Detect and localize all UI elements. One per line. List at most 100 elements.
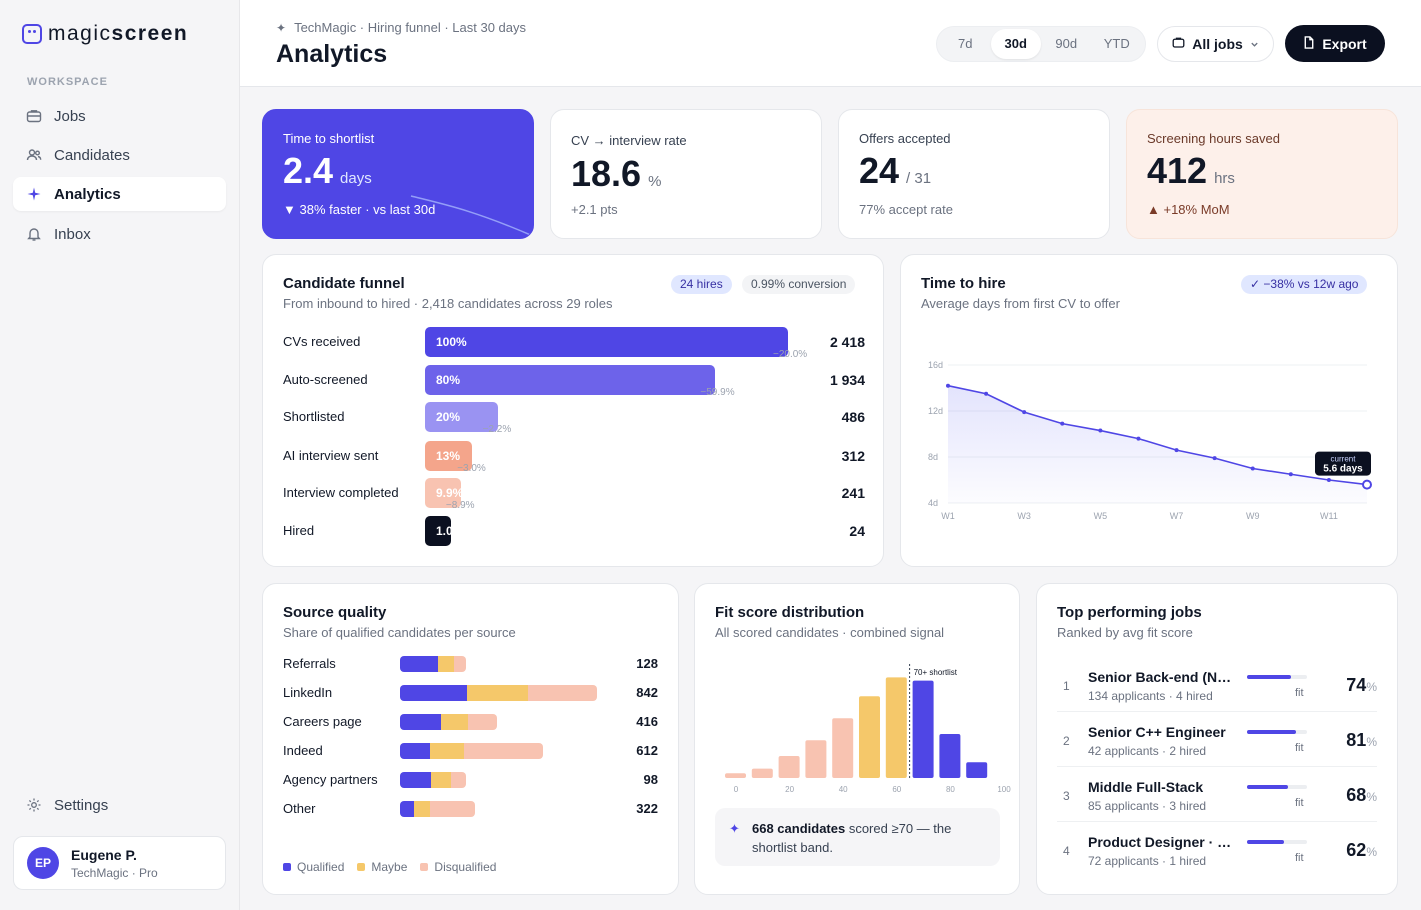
data-point — [1136, 436, 1141, 441]
trend-badge: ✓ −38% vs 12w ago — [1241, 275, 1368, 294]
qualified-segment — [400, 685, 467, 701]
x-tick-label: W9 — [1246, 511, 1260, 521]
funnel-row: Shortlisted 20% 486 −2.2% — [283, 402, 865, 435]
tooltip-value: 5.6 days — [1323, 464, 1363, 475]
range-30d[interactable]: 30d — [990, 29, 1041, 59]
job-row[interactable]: 3 Middle Full-Stack 85 applicants · 3 hire… — [1057, 767, 1377, 822]
qualified-segment — [400, 772, 431, 788]
job-meta: 134 applicants · 4 hired — [1088, 689, 1213, 703]
source-stacked-bar — [400, 801, 475, 817]
job-title: Senior C++ Engineer — [1088, 724, 1226, 740]
tooltip-bg — [1315, 451, 1371, 476]
kpi-label: Time to shortlist — [283, 131, 375, 146]
job-row[interactable]: 2 Senior C++ Engineer 42 applicants · 2 hi… — [1057, 712, 1377, 767]
x-tick-label: W1 — [941, 511, 955, 521]
card-title: Time to hire — [921, 275, 1006, 292]
card-subtitle: Average days from first CV to offer — [921, 296, 1120, 311]
funnel-bar: 20% — [425, 402, 498, 432]
maybe-segment — [438, 656, 454, 672]
date-range-selector: 7d 30d 90d YTD — [936, 26, 1146, 62]
x-tick-label: W3 — [1017, 511, 1030, 521]
time-to-hire-card: Time to hire Average days from first CV … — [900, 254, 1398, 567]
data-point — [1288, 472, 1293, 477]
user-profile-card[interactable]: EP Eugene P. TechMagic · Pro — [13, 836, 226, 890]
kpi-value: 24/ 31 — [859, 150, 932, 191]
job-score: 68% — [1346, 785, 1377, 805]
histogram-bar — [966, 762, 988, 778]
breadcrumb: ✦ TechMagic · Hiring funnel · Last 30 da… — [276, 20, 526, 35]
x-tick-label: 40 — [839, 785, 848, 794]
top-header: ✦ TechMagic · Hiring funnel · Last 30 da… — [240, 0, 1421, 87]
x-tick-label: 100 — [997, 785, 1011, 794]
disqualified-segment — [468, 714, 497, 730]
x-tick-label: W7 — [1170, 511, 1184, 521]
funnel-row: Auto-screened 80% 1 934 −59.9% — [283, 365, 865, 398]
hires-badge: 24 hires — [671, 275, 732, 294]
sidebar-item-analytics[interactable]: Analytics — [13, 177, 226, 211]
data-point — [1212, 456, 1217, 461]
job-row[interactable]: 1 Senior Back-end (No… 134 applicants · 4 … — [1057, 657, 1377, 712]
histogram-bar — [939, 734, 961, 778]
source-count: 842 — [636, 685, 658, 700]
source-stacked-bar — [400, 685, 597, 701]
brand-logo[interactable]: magicscreen — [22, 22, 188, 46]
job-score: 74% — [1346, 675, 1377, 695]
source-legend: Qualified Maybe Disqualified — [283, 860, 496, 874]
histogram-bar — [805, 740, 827, 778]
funnel-stage-label: Auto-screened — [283, 372, 368, 387]
job-rank: 3 — [1063, 789, 1070, 803]
card-title: Fit score distribution — [715, 604, 865, 621]
funnel-value: 312 — [841, 448, 865, 464]
candidate-funnel-card: Candidate funnel From inbound to hired ·… — [262, 254, 884, 567]
jobs-filter-label: All jobs — [1192, 36, 1243, 52]
qualified-segment — [400, 656, 438, 672]
funnel-stage-label: CVs received — [283, 334, 361, 349]
sidebar-item-settings[interactable]: Settings — [13, 788, 226, 822]
histogram-bar — [912, 680, 934, 778]
threshold-label: 70+ shortlist — [914, 668, 958, 677]
kpi-delta: 77% accept rate — [859, 202, 953, 217]
source-label: Careers page — [283, 714, 362, 729]
maybe-segment — [414, 801, 430, 817]
fit-bar — [1247, 730, 1307, 734]
source-stacked-bar — [400, 743, 543, 759]
funnel-drop-label: −20.0% — [773, 349, 808, 360]
range-90d[interactable]: 90d — [1055, 36, 1078, 51]
qualified-segment — [400, 743, 430, 759]
data-point — [1250, 466, 1255, 471]
source-stacked-bar — [400, 656, 466, 672]
data-point — [1362, 479, 1372, 490]
funnel-value: 486 — [841, 409, 865, 425]
sidebar-item-candidates[interactable]: Candidates — [13, 138, 226, 172]
jobs-filter-dropdown[interactable]: All jobs — [1157, 26, 1274, 62]
x-tick-label: 20 — [785, 785, 794, 794]
kpi-cv-interview-rate: CV → interview rate 18.6% +2.1 pts — [550, 109, 822, 239]
sidebar-item-jobs[interactable]: Jobs — [13, 99, 226, 133]
chevron-down-icon — [1250, 36, 1259, 52]
source-stacked-bar — [400, 714, 497, 730]
kpi-sparkline — [410, 195, 533, 237]
qualified-segment — [400, 801, 414, 817]
gear-icon — [26, 797, 42, 813]
x-tick-label: 80 — [946, 785, 955, 794]
funnel-drop-label: −2.2% — [482, 424, 512, 435]
job-meta: 72 applicants · 1 hired — [1088, 854, 1207, 868]
funnel-row: Hired 1.0 24 — [283, 516, 865, 546]
data-point — [1060, 421, 1065, 426]
legend-item: Disqualified — [420, 860, 496, 874]
range-ytd[interactable]: YTD — [1103, 36, 1130, 51]
source-row: Indeed 612 — [283, 741, 658, 761]
card-subtitle: Ranked by avg fit score — [1057, 625, 1193, 640]
export-button[interactable]: Export — [1285, 25, 1385, 62]
funnel-stage-label: AI interview sent — [283, 448, 379, 463]
source-stacked-bar — [400, 772, 466, 788]
maybe-segment — [431, 772, 451, 788]
kpi-value: 18.6% — [571, 153, 662, 194]
job-row[interactable]: 4 Product Designer · Fi… 72 applicants · 1… — [1057, 822, 1377, 877]
workspace-label: WORKSPACE — [27, 76, 108, 88]
sidebar-item-inbox[interactable]: Inbox — [13, 217, 226, 251]
range-7d[interactable]: 7d — [958, 36, 973, 51]
funnel-stage-label: Hired — [283, 523, 315, 538]
job-title: Middle Full-Stack — [1088, 779, 1204, 795]
source-row: Referrals 128 — [283, 654, 658, 674]
